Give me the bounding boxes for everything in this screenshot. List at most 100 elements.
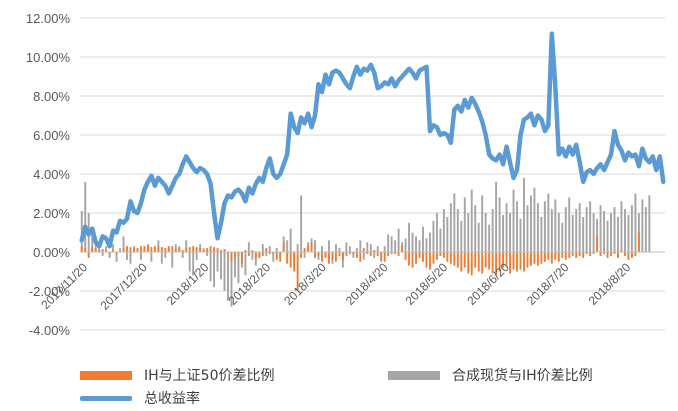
bar-ih-sse50-spread: [623, 252, 626, 256]
x-tick-label: 2017/12/20: [97, 260, 150, 313]
bar-ih-sse50-spread: [240, 252, 243, 264]
bar-ih-sse50-spread: [359, 252, 362, 262]
y-tick-label: 0.00%: [33, 245, 70, 260]
bar-synthetic-spot-ih-spread: [460, 220, 463, 252]
bar-synthetic-spot-ih-spread: [275, 248, 278, 252]
bar-ih-sse50-spread: [341, 252, 344, 260]
bar-synthetic-spot-ih-spread: [237, 252, 240, 284]
legend-swatch-synthetic-spot-ih-spread: [388, 370, 440, 380]
y-tick-label: 4.00%: [33, 167, 70, 182]
bar-ih-sse50-spread: [230, 252, 233, 262]
bar-ih-sse50-spread: [599, 252, 602, 256]
bar-synthetic-spot-ih-spread: [613, 207, 616, 252]
bar-synthetic-spot-ih-spread: [244, 252, 247, 276]
bar-ih-sse50-spread: [408, 252, 411, 266]
bar-ih-sse50-spread: [115, 252, 118, 254]
x-tick-label: 2018/1/20: [164, 260, 212, 308]
bar-synthetic-spot-ih-spread: [502, 214, 505, 252]
bar-ih-sse50-spread: [596, 236, 599, 252]
bar-synthetic-spot-ih-spread: [373, 252, 376, 258]
bar-synthetic-spot-ih-spread: [394, 240, 397, 252]
bar-synthetic-spot-ih-spread: [439, 228, 442, 252]
bar-ih-sse50-spread: [331, 252, 334, 260]
bar-ih-sse50-spread: [345, 252, 348, 256]
bar-ih-sse50-spread: [460, 252, 463, 272]
bar-ih-sse50-spread: [195, 247, 198, 252]
bar-ih-sse50-spread: [380, 252, 383, 260]
legend-swatch-ih-sse50-spread: [80, 370, 132, 380]
x-tick-label: 2018/2/20: [226, 260, 274, 308]
bar-synthetic-spot-ih-spread: [418, 240, 421, 252]
bar-synthetic-spot-ih-spread: [261, 244, 264, 252]
bar-synthetic-spot-ih-spread: [610, 213, 612, 252]
bar-ih-sse50-spread: [509, 252, 512, 274]
bar-synthetic-spot-ih-spread: [526, 205, 529, 252]
bar-synthetic-spot-ih-spread: [397, 228, 400, 252]
bar-ih-sse50-spread: [352, 252, 355, 254]
bar-ih-sse50-spread: [439, 252, 442, 256]
bar-synthetic-spot-ih-spread: [623, 209, 626, 252]
bar-synthetic-spot-ih-spread: [251, 252, 254, 260]
bar-synthetic-spot-ih-spread: [338, 248, 341, 252]
bar-ih-sse50-spread: [474, 252, 477, 268]
bar-ih-sse50-spread: [394, 252, 397, 254]
bar-ih-sse50-spread: [202, 250, 205, 252]
bar-ih-sse50-spread: [282, 242, 285, 252]
bar-synthetic-spot-ih-spread: [247, 242, 250, 252]
bar-ih-sse50-spread: [286, 252, 289, 264]
bar-ih-sse50-spread: [540, 252, 543, 264]
bar-synthetic-spot-ih-spread: [606, 220, 609, 252]
bar-ih-sse50-spread: [401, 246, 404, 252]
bar-synthetic-spot-ih-spread: [220, 252, 222, 280]
bar-synthetic-spot-ih-spread: [289, 228, 292, 252]
bar-ih-sse50-spread: [296, 252, 299, 291]
bar-synthetic-spot-ih-spread: [634, 193, 637, 252]
bar-ih-sse50-spread: [293, 252, 296, 272]
bar-ih-sse50-spread: [585, 252, 588, 254]
bar-synthetic-spot-ih-spread: [126, 252, 128, 260]
bar-synthetic-spot-ih-spread: [568, 197, 571, 252]
bar-ih-sse50-spread: [435, 252, 438, 260]
bar-synthetic-spot-ih-spread: [171, 252, 174, 268]
bar-ih-sse50-spread: [164, 248, 167, 252]
bar-ih-sse50-spread: [568, 252, 571, 258]
bar-synthetic-spot-ih-spread: [174, 244, 177, 252]
bar-ih-sse50-spread: [543, 252, 546, 262]
bar-synthetic-spot-ih-spread: [296, 244, 299, 252]
bar-synthetic-spot-ih-spread: [509, 213, 512, 252]
bar-ih-sse50-spread: [547, 252, 550, 260]
bar-synthetic-spot-ih-spread: [265, 252, 268, 256]
bar-ih-sse50-spread: [178, 248, 181, 252]
bar-ih-sse50-spread: [317, 252, 320, 256]
x-tick-label: 2018/3/20: [281, 260, 329, 308]
bar-ih-sse50-spread: [411, 252, 414, 268]
bar-synthetic-spot-ih-spread: [411, 232, 414, 252]
bar-ih-sse50-spread: [289, 252, 292, 268]
bar-synthetic-spot-ih-spread: [366, 242, 369, 252]
bar-ih-sse50-spread: [554, 252, 557, 260]
bar-synthetic-spot-ih-spread: [188, 252, 191, 272]
bar-synthetic-spot-ih-spread: [230, 252, 233, 307]
bar-ih-sse50-spread: [258, 252, 261, 258]
bar-synthetic-spot-ih-spread: [314, 240, 317, 252]
bar-ih-sse50-spread: [209, 246, 212, 252]
bar-ih-sse50-spread: [376, 252, 379, 256]
bar-synthetic-spot-ih-spread: [529, 195, 532, 252]
bar-ih-sse50-spread: [495, 252, 498, 276]
bar-synthetic-spot-ih-spread: [387, 234, 390, 252]
bar-synthetic-spot-ih-spread: [620, 201, 623, 252]
bar-ih-sse50-spread: [571, 252, 574, 256]
bar-synthetic-spot-ih-spread: [536, 203, 539, 252]
bar-ih-sse50-spread: [592, 252, 595, 254]
bar-synthetic-spot-ih-spread: [617, 216, 619, 252]
bar-synthetic-spot-ih-spread: [209, 252, 212, 282]
bar-ih-sse50-spread: [617, 252, 619, 258]
bar-ih-sse50-spread: [634, 252, 637, 256]
y-tick-label: 10.00%: [26, 50, 71, 65]
bar-ih-sse50-spread: [523, 252, 525, 272]
bar-synthetic-spot-ih-spread: [498, 197, 501, 252]
bar-synthetic-spot-ih-spread: [585, 207, 588, 252]
bar-ih-sse50-spread: [233, 252, 236, 258]
bar-ih-sse50-spread: [355, 252, 358, 258]
